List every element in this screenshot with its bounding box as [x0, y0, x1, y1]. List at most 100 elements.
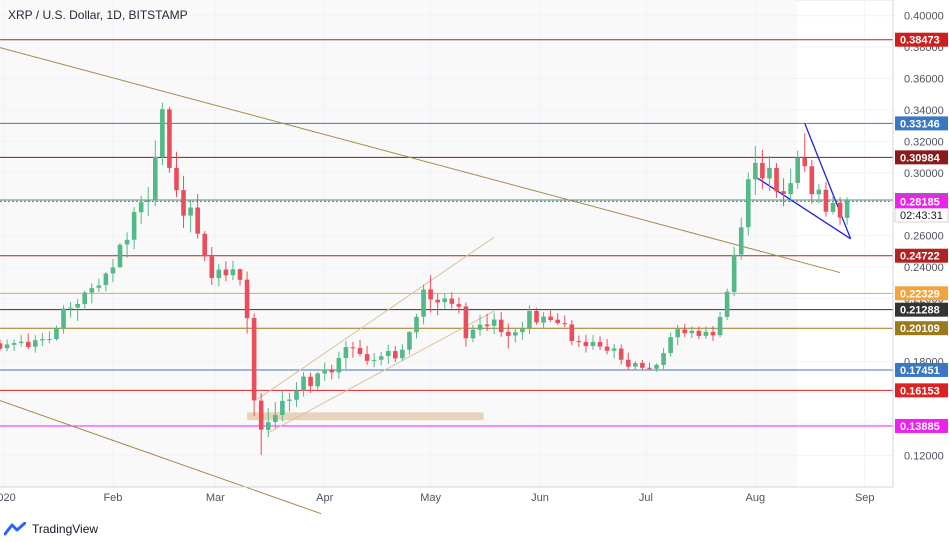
candle: [329, 364, 335, 380]
candle: [96, 278, 102, 293]
candle: [477, 314, 483, 336]
candle: [795, 150, 800, 189]
support-box: [247, 412, 484, 421]
candle: [153, 140, 158, 207]
tradingview-logo-icon: [4, 522, 26, 536]
price-level-label: 0.24722: [900, 251, 940, 263]
candle: [654, 363, 659, 372]
price-level-tag: [895, 362, 948, 377]
candle: [781, 178, 786, 207]
candle: [237, 268, 243, 286]
candle: [724, 288, 730, 321]
candle: [576, 335, 582, 348]
candle: [336, 351, 342, 379]
candle: [788, 168, 793, 203]
price-level-tag: [895, 286, 948, 301]
candle: [484, 313, 490, 332]
price-level-label: 0.13885: [900, 421, 940, 433]
candle: [61, 305, 66, 334]
candle: [421, 284, 426, 325]
price-levels-layer: [0, 39, 893, 427]
wedge-top-line[interactable]: [804, 123, 852, 240]
price-level-label: 0.28185: [900, 196, 940, 208]
x-tick-label: Apr: [316, 492, 333, 504]
price-level-tag: [895, 194, 948, 209]
candle: [527, 305, 532, 334]
trendlines-layer: [0, 47, 852, 515]
candle: [569, 320, 575, 346]
candle: [138, 196, 144, 225]
time-axis[interactable]: 2020 Feb Mar Apr May Jun Jul Aug Sep: [0, 492, 875, 504]
candle: [167, 106, 172, 173]
candle: [322, 362, 328, 381]
candle: [18, 335, 24, 347]
candle: [640, 360, 645, 371]
x-tick-label: Jul: [639, 492, 653, 504]
candle: [816, 183, 822, 204]
candle: [364, 345, 370, 365]
candle: [280, 390, 285, 422]
candle: [131, 207, 137, 250]
tradingview-brand[interactable]: TradingView: [4, 522, 98, 536]
candle: [378, 351, 384, 366]
price-level-tag: [895, 383, 948, 398]
candle: [590, 335, 596, 350]
candle: [823, 181, 829, 217]
price-level-tag: [895, 150, 948, 165]
candle: [548, 310, 553, 322]
candle: [32, 335, 38, 353]
candle: [449, 292, 455, 309]
candle: [124, 232, 130, 258]
candle: [265, 408, 271, 438]
candle: [760, 149, 765, 190]
candle: [809, 159, 815, 204]
price-level-tag: [895, 32, 948, 47]
candle: [731, 246, 737, 297]
candle: [555, 313, 560, 325]
candle: [4, 339, 10, 352]
candle: [491, 312, 497, 334]
candle: [618, 344, 624, 365]
candle: [668, 332, 673, 357]
candle: [393, 345, 398, 362]
candle: [258, 393, 264, 455]
x-tick-label: Aug: [746, 492, 766, 504]
price-level-label: 0.22329: [900, 288, 940, 300]
candle: [844, 197, 850, 225]
candle: [456, 297, 462, 314]
candle: [703, 326, 709, 339]
x-tick-label: Mar: [206, 492, 225, 504]
y-tick-label: 0.24000: [904, 262, 944, 274]
candle: [110, 258, 116, 283]
candle: [195, 194, 200, 239]
candle: [689, 326, 695, 339]
candle: [611, 343, 617, 359]
candle: [371, 353, 377, 368]
up-channel-bottom-line[interactable]: [268, 310, 495, 434]
price-level-label: 0.21288: [900, 305, 940, 317]
candle: [767, 156, 772, 191]
wedge-bottom-line[interactable]: [754, 176, 851, 240]
candle: [435, 293, 440, 316]
candle: [498, 311, 504, 337]
session-shade: [0, 0, 797, 487]
price-level-label: 0.33146: [900, 118, 940, 130]
candle: [251, 313, 257, 417]
candle: [802, 133, 808, 172]
lower-channel-line[interactable]: [0, 400, 322, 515]
countdown-clock: 02:43:31: [900, 210, 943, 222]
downtrend-line[interactable]: [0, 47, 841, 274]
candle: [385, 344, 391, 364]
price-level-label: 0.20109: [900, 323, 940, 335]
candle: [710, 326, 716, 341]
candle: [738, 217, 744, 260]
up-channel-top-line[interactable]: [257, 236, 495, 400]
candle: [647, 362, 652, 370]
candle: [54, 325, 59, 341]
candle: [230, 260, 236, 281]
y-tick-label: 0.34000: [904, 105, 944, 117]
candle: [428, 275, 433, 313]
candle: [837, 197, 843, 225]
price-level-tag: [895, 116, 948, 131]
